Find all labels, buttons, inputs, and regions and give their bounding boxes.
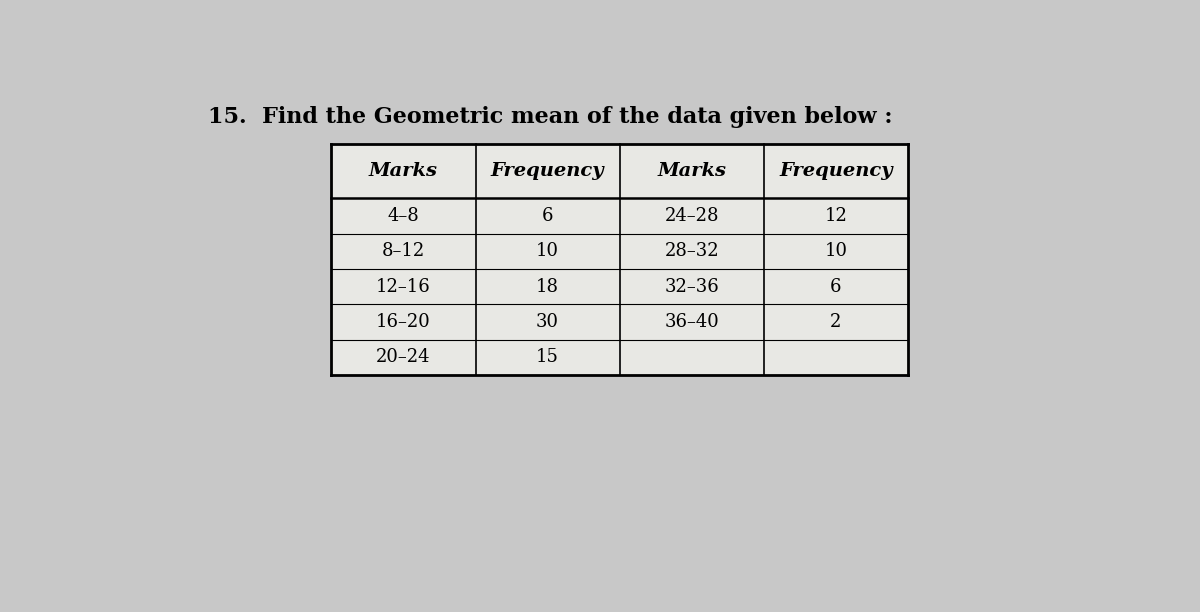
Text: 8–12: 8–12	[382, 242, 425, 260]
Text: 18: 18	[536, 278, 559, 296]
Text: 36–40: 36–40	[665, 313, 719, 331]
Text: Marks: Marks	[368, 162, 438, 180]
Text: 32–36: 32–36	[665, 278, 719, 296]
Text: 12–16: 12–16	[376, 278, 431, 296]
Text: 28–32: 28–32	[665, 242, 719, 260]
Text: 20–24: 20–24	[376, 348, 431, 367]
Text: 15.  Find the Geometric mean of the data given below :: 15. Find the Geometric mean of the data …	[209, 106, 893, 128]
Text: 15: 15	[536, 348, 559, 367]
Text: 30: 30	[536, 313, 559, 331]
Text: 10: 10	[824, 242, 847, 260]
Text: 16–20: 16–20	[376, 313, 431, 331]
Text: 4–8: 4–8	[388, 207, 419, 225]
Text: Frequency: Frequency	[779, 162, 893, 180]
Text: 10: 10	[536, 242, 559, 260]
Text: 2: 2	[830, 313, 841, 331]
Text: Frequency: Frequency	[491, 162, 605, 180]
Text: 6: 6	[542, 207, 553, 225]
Text: 6: 6	[830, 278, 841, 296]
Text: Marks: Marks	[658, 162, 726, 180]
Text: 12: 12	[824, 207, 847, 225]
Text: 24–28: 24–28	[665, 207, 719, 225]
